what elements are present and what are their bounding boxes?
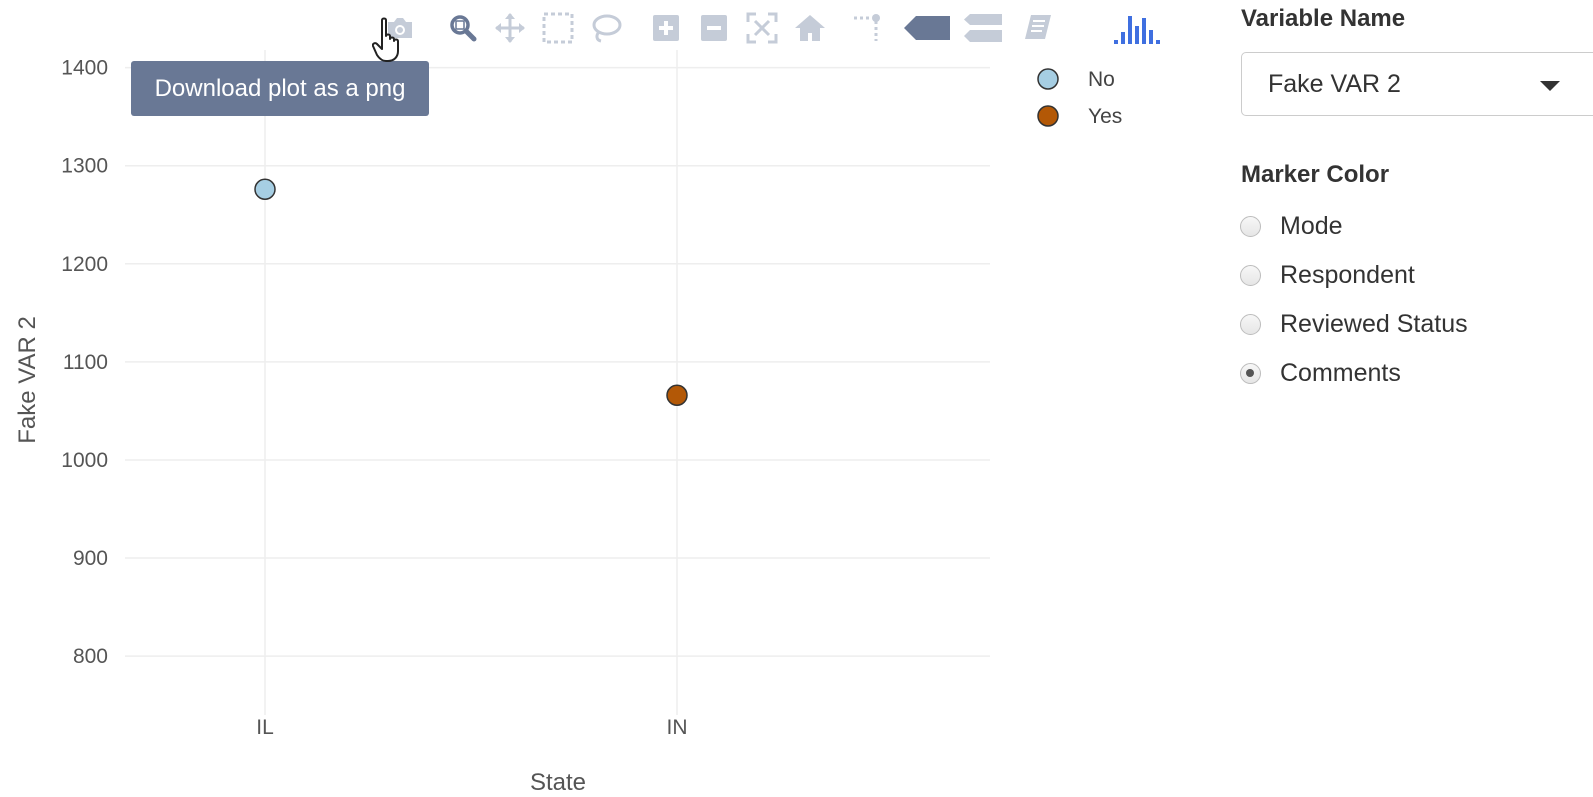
y-tick-label: 1000 <box>61 449 108 472</box>
data-points[interactable] <box>254 178 688 406</box>
x-tick-label: IL <box>256 716 274 739</box>
x-axis-ticks: IL IN <box>256 716 687 739</box>
radio-label: Respondent <box>1280 260 1415 289</box>
y-tick-label: 1200 <box>61 253 108 276</box>
autoscale-icon[interactable] <box>742 8 782 48</box>
radio-button[interactable] <box>1240 264 1261 286</box>
variable-name-value: Fake VAR 2 <box>1268 70 1401 98</box>
home-icon[interactable] <box>790 8 830 48</box>
legend[interactable]: No Yes <box>1037 68 1122 128</box>
legend-marker <box>1037 68 1059 90</box>
hand-cursor-icon <box>372 17 399 62</box>
radio-button[interactable] <box>1240 313 1261 335</box>
radio-button[interactable] <box>1240 215 1261 237</box>
zoom-out-icon[interactable] <box>694 8 734 48</box>
legend-item-no[interactable]: No <box>1037 68 1115 91</box>
radio-label: Mode <box>1280 211 1343 240</box>
radio-label: Comments <box>1280 358 1401 387</box>
scatter-plot[interactable]: 800 900 1000 1100 1200 1300 1400 IL IN State Fa… <box>0 0 1200 797</box>
chevron-down-icon <box>1540 81 1560 91</box>
y-tick-label: 1300 <box>61 155 108 178</box>
controls-panel: Variable Name Fake VAR 2 Marker Color Mo… <box>1240 0 1593 797</box>
edit-in-chart-studio-icon[interactable] <box>1018 8 1058 48</box>
data-point-yes[interactable] <box>666 384 688 406</box>
radio-option-reviewed-status[interactable]: Reviewed Status <box>1240 307 1468 341</box>
zoom-in-icon[interactable] <box>646 8 686 48</box>
legend-item-yes[interactable]: Yes <box>1037 105 1122 128</box>
y-axis-ticks: 800 900 1000 1100 1200 1300 1400 <box>61 57 108 669</box>
variable-name-label: Variable Name <box>1241 5 1406 32</box>
radio-option-respondent[interactable]: Respondent <box>1240 258 1415 292</box>
legend-label: Yes <box>1088 105 1122 128</box>
box-select-icon[interactable] <box>538 8 578 48</box>
radio-button-selected[interactable] <box>1240 362 1261 384</box>
x-axis-title: State <box>530 769 586 796</box>
legend-marker <box>1037 105 1059 127</box>
marker-color-label: Marker Color <box>1241 161 1390 188</box>
modebar <box>0 8 1200 48</box>
radio-option-mode[interactable]: Mode <box>1240 209 1343 243</box>
spike-lines-icon[interactable] <box>848 8 888 48</box>
pan-icon[interactable] <box>490 8 530 48</box>
y-tick-label: 900 <box>73 547 108 570</box>
radio-option-comments[interactable]: Comments <box>1240 356 1401 390</box>
plotly-logo-icon[interactable] <box>1112 8 1164 48</box>
radio-label: Reviewed Status <box>1280 309 1468 338</box>
data-point-no[interactable] <box>254 178 276 200</box>
variable-name-select[interactable]: Fake VAR 2 <box>1241 52 1593 116</box>
y-tick-label: 800 <box>73 645 108 668</box>
hover-compare-icon[interactable] <box>960 8 1006 48</box>
lasso-select-icon[interactable] <box>586 8 626 48</box>
y-tick-label: 1400 <box>61 57 108 80</box>
camera-icon[interactable] <box>380 8 420 48</box>
x-tick-label: IN <box>667 716 688 739</box>
hover-closest-icon[interactable] <box>902 8 952 48</box>
y-tick-label: 1100 <box>63 351 108 374</box>
y-axis-title: Fake VAR 2 <box>14 316 41 444</box>
legend-label: No <box>1088 68 1115 91</box>
modebar-tooltip: Download plot as a png <box>131 61 429 116</box>
gridlines <box>125 50 990 715</box>
zoom-icon[interactable] <box>443 8 483 48</box>
